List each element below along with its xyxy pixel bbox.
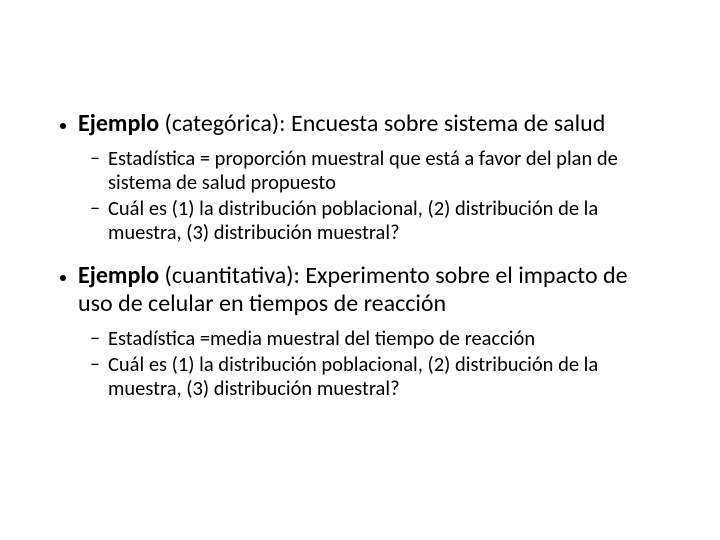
dash-row: – Estadística = proporción muestral que … (90, 146, 660, 194)
bullet-row: Ejemplo (cuantitativa): Experimento sobr… (60, 262, 660, 317)
dash-row: – Cuál es (1) la distribución poblaciona… (90, 196, 660, 244)
dash-row: – Cuál es (1) la distribución poblaciona… (90, 352, 660, 400)
list-item: Ejemplo (categórica): Encuesta sobre sis… (60, 110, 660, 244)
sub-text: Cuál es (1) la distribución poblacional,… (108, 352, 660, 400)
sub-text: Estadística =media muestral del tiempo d… (108, 326, 660, 350)
dash-row: – Estadística =media muestral del tiempo… (90, 326, 660, 350)
list-item: – Cuál es (1) la distribución poblaciona… (90, 196, 660, 244)
bullet-text: Ejemplo (cuantitativa): Experimento sobr… (78, 262, 660, 317)
sub-text: Estadística = proporción muestral que es… (108, 146, 660, 194)
slide: Ejemplo (categórica): Encuesta sobre sis… (0, 0, 720, 540)
sub-list: – Estadística =media muestral del tiempo… (90, 326, 660, 401)
list-item: – Estadística =media muestral del tiempo… (90, 326, 660, 350)
dash-icon: – (90, 146, 100, 170)
list-item: – Cuál es (1) la distribución poblaciona… (90, 352, 660, 400)
bullet-rest: (categórica): Encuesta sobre sistema de … (159, 109, 605, 138)
bullet-list: Ejemplo (categórica): Encuesta sobre sis… (60, 110, 660, 400)
dash-icon: – (90, 352, 100, 376)
bullet-icon (60, 275, 66, 281)
bullet-bold: Ejemplo (78, 261, 159, 290)
sub-text: Cuál es (1) la distribución poblacional,… (108, 196, 660, 244)
bullet-bold: Ejemplo (78, 109, 159, 138)
dash-icon: – (90, 196, 100, 220)
sub-list: – Estadística = proporción muestral que … (90, 146, 660, 245)
list-item: Ejemplo (cuantitativa): Experimento sobr… (60, 262, 660, 400)
bullet-text: Ejemplo (categórica): Encuesta sobre sis… (78, 110, 660, 138)
list-item: – Estadística = proporción muestral que … (90, 146, 660, 194)
dash-icon: – (90, 326, 100, 350)
bullet-rest: (cuantitativa): Experimento sobre el imp… (78, 261, 628, 318)
bullet-row: Ejemplo (categórica): Encuesta sobre sis… (60, 110, 660, 138)
bullet-icon (60, 123, 66, 129)
